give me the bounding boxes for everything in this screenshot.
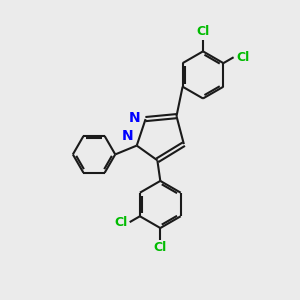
Text: Cl: Cl <box>236 51 249 64</box>
Text: N: N <box>129 111 140 124</box>
Text: Cl: Cl <box>196 25 210 38</box>
Text: Cl: Cl <box>114 216 128 229</box>
Text: Cl: Cl <box>154 241 167 254</box>
Text: N: N <box>122 129 133 142</box>
